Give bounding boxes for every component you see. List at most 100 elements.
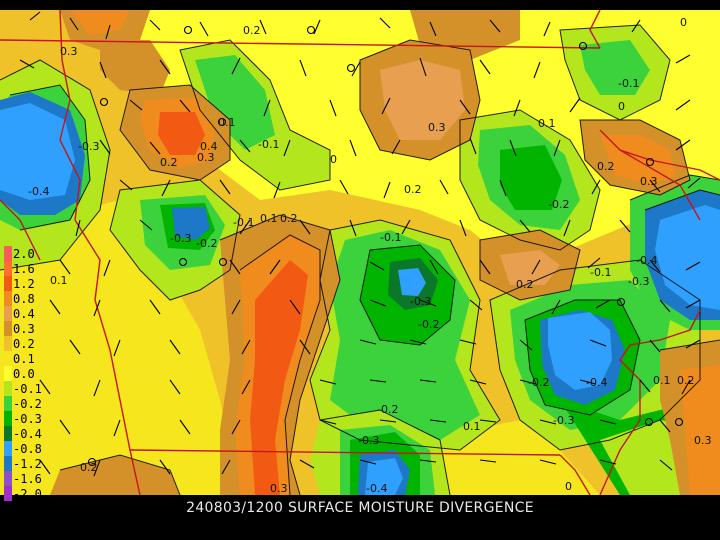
contour-label: 0.1 (218, 116, 236, 129)
legend-item: 0.2 (0, 336, 46, 351)
contour-label: 0.1 (50, 274, 68, 287)
contour-label: -0.3 (410, 295, 431, 308)
contour-label: -0.1 (233, 216, 254, 229)
contour-label: -0.3 (553, 414, 574, 427)
contour-label: -0.4 (636, 254, 657, 267)
contour-label: -0.3 (358, 434, 379, 447)
contour-label: 0.3 (694, 434, 712, 447)
legend-label: 0.2 (13, 337, 35, 351)
legend-swatch (4, 471, 12, 486)
contour-label: -0.4 (366, 482, 387, 495)
contour-label: -0.2 (548, 198, 569, 211)
legend-item: -2.0 (0, 486, 46, 501)
legend-swatch (4, 276, 12, 291)
contour-label: -0.4 (28, 185, 49, 198)
legend-swatch (4, 351, 12, 366)
contour-label: -0.4 (586, 376, 607, 389)
legend-label: 0.1 (13, 352, 35, 366)
legend-label: -1.2 (13, 457, 42, 471)
legend-item: -0.3 (0, 411, 46, 426)
contour-label: 0.2 (597, 160, 615, 173)
legend-label: -0.1 (13, 382, 42, 396)
legend-label: -0.8 (13, 442, 42, 456)
legend-swatch (4, 396, 12, 411)
legend-swatch (4, 426, 12, 441)
legend-label: 1.6 (13, 262, 35, 276)
legend-label: -1.6 (13, 472, 42, 486)
legend-swatch (4, 336, 12, 351)
legend-swatch (4, 366, 12, 381)
contour-label: 0 (680, 16, 687, 29)
legend-item: -0.8 (0, 441, 46, 456)
legend-label: -0.4 (13, 427, 42, 441)
legend-item: 1.6 (0, 261, 46, 276)
contour-label: 0.2 (280, 212, 298, 225)
contour-label: 0.3 (197, 151, 215, 164)
legend-item: -1.2 (0, 456, 46, 471)
contour-label: 0.3 (60, 45, 78, 58)
legend-item: 0.3 (0, 321, 46, 336)
contour-label: 0.1 (463, 420, 481, 433)
legend-swatch (4, 411, 12, 426)
legend-label: -0.3 (13, 412, 42, 426)
contour-label: -0.1 (590, 266, 611, 279)
legend-label: 0.4 (13, 307, 35, 321)
contour-label: 0.3 (270, 482, 288, 495)
legend-item: -0.2 (0, 396, 46, 411)
legend-swatch (4, 321, 12, 336)
contour-label: -0.1 (380, 231, 401, 244)
legend-label: -2.0 (13, 487, 42, 501)
contour-label: 0.2 (160, 156, 178, 169)
contour-label: 0 (330, 153, 337, 166)
legend-swatch (4, 441, 12, 456)
legend-item: 0.4 (0, 306, 46, 321)
legend-swatch (4, 456, 12, 471)
legend-swatch (4, 291, 12, 306)
legend-item: -0.4 (0, 426, 46, 441)
contour-label: -0.3 (628, 275, 649, 288)
contour-label: 0.2 (243, 24, 261, 37)
legend-label: 0.8 (13, 292, 35, 306)
contour-label: 0.3 (428, 121, 446, 134)
contour-label: 0.4 (200, 140, 218, 153)
legend-label: 1.2 (13, 277, 35, 291)
contour-label: -0.3 (170, 232, 191, 245)
legend-item: 1.2 (0, 276, 46, 291)
contour-label: 0.3 (640, 175, 658, 188)
legend-label: 0.0 (13, 367, 35, 381)
legend-label: -0.2 (13, 397, 42, 411)
legend-item: -0.1 (0, 381, 46, 396)
map-title: 240803/1200 SURFACE MOISTURE DIVERGENCE (186, 500, 534, 516)
contour-label: 0 (565, 480, 572, 493)
contour-label: 0.2 (80, 461, 98, 474)
contour-label: 0.2 (516, 278, 534, 291)
contour-label: -0.3 (78, 140, 99, 153)
contour-label: -0.2 (377, 403, 398, 416)
contour-label: -0.2 (196, 237, 217, 250)
contour-label: 0.1 (538, 117, 556, 130)
legend-item: -1.6 (0, 471, 46, 486)
legend-item: 0.0 (0, 366, 46, 381)
legend-swatch (4, 381, 12, 396)
legend-swatch (4, 306, 12, 321)
contour-label: 0.2 (404, 183, 422, 196)
contour-label-layer: 0.20.30-0.100.10.3-0.10.40.30.10.2-0.300… (28, 16, 712, 495)
legend-label: 0.3 (13, 322, 35, 336)
color-scale-legend: 2.0 1.6 1.2 0.8 0.4 0.3 0.2 0.1 0.0 -0.1 -0.2 -0.3-… (0, 246, 46, 512)
contour-label: -0.1 (618, 77, 639, 90)
legend-item: 0.1 (0, 351, 46, 366)
contour-label: -0.2 (528, 376, 549, 389)
legend-item: 0.8 (0, 291, 46, 306)
contour-label: -0.2 (418, 318, 439, 331)
legend-swatch (4, 486, 12, 501)
contour-label: 0 (618, 100, 625, 113)
legend-swatch (4, 261, 12, 276)
legend-item: 2.0 (0, 246, 46, 261)
legend-label: 2.0 (13, 247, 35, 261)
legend-swatch (4, 246, 12, 261)
contour-label: 0.2 (677, 374, 695, 387)
contour-label: 0.1 (653, 374, 671, 387)
contour-label: 0.1 (260, 212, 278, 225)
contour-label: -0.1 (258, 138, 279, 151)
